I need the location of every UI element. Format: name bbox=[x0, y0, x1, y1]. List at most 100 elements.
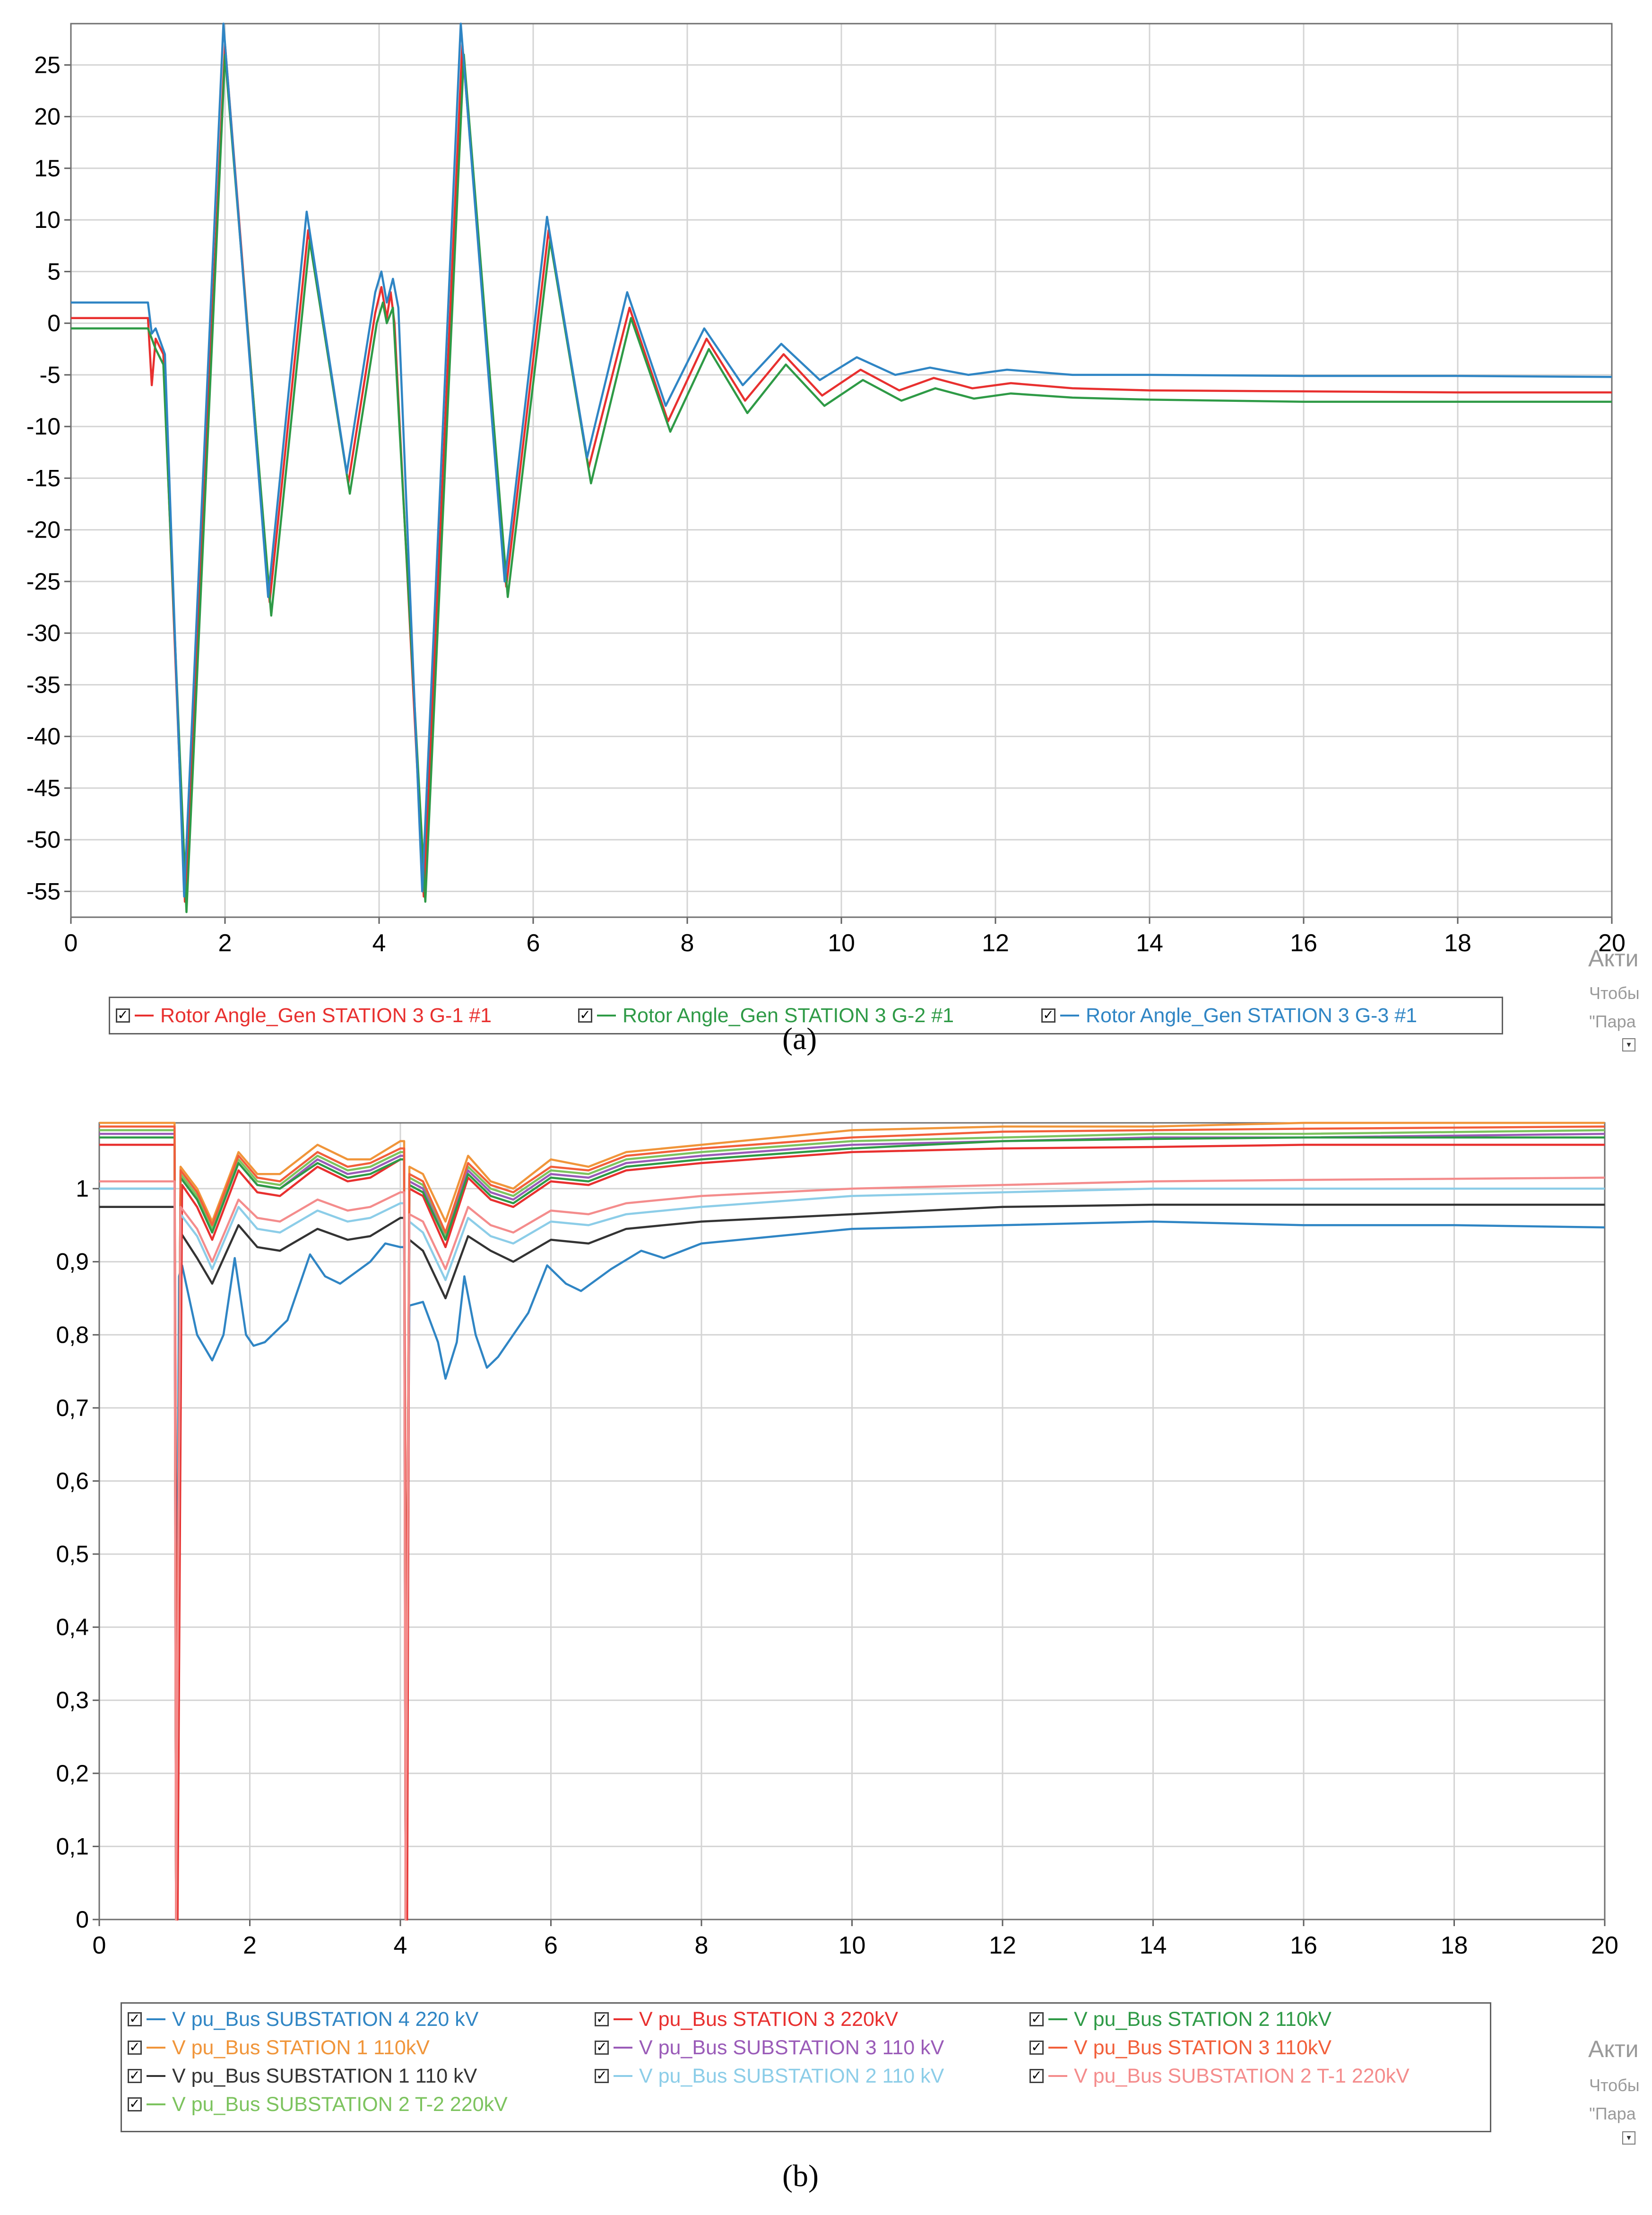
legend-checkbox[interactable]: ✓ bbox=[128, 2012, 142, 2026]
y-tick-label: -10 bbox=[26, 413, 61, 440]
legend-label: V pu_Bus STATION 1 110kV bbox=[172, 2036, 430, 2059]
legend-swatch bbox=[1060, 1014, 1079, 1016]
panel-b: 0 2 4 6 8 10 12 14 16 18 20 1 0,9 0,8 0,7 0,6 0,5 0,4 0,3 0… bbox=[0, 1076, 1652, 2215]
y-tick-label: 0,5 bbox=[56, 1541, 89, 1567]
y-tick-label: -15 bbox=[26, 465, 61, 491]
legend-label: Rotor Angle_Gen STATION 3 G-1 #1 bbox=[160, 1004, 492, 1027]
legend-checkbox[interactable]: ✓ bbox=[595, 2040, 609, 2055]
y-tick-label: 0 bbox=[76, 1906, 89, 1933]
legend-label: V pu_Bus STATION 3 220kV bbox=[639, 2008, 899, 2031]
series-line-10 bbox=[99, 1176, 1605, 1921]
legend-item-1[interactable]: ✓ V pu_Bus SUBSTATION 4 220 kV bbox=[128, 2007, 478, 2031]
plot-frame bbox=[70, 23, 1613, 918]
y-tick-label: 0,4 bbox=[56, 1614, 89, 1641]
legend-swatch bbox=[1048, 2046, 1067, 2049]
legend-label: V pu_Bus STATION 3 110kV bbox=[1074, 2036, 1332, 2059]
x-tick-label: 0 bbox=[93, 1932, 106, 1959]
legend-checkbox[interactable]: ✓ bbox=[128, 2068, 142, 2083]
dropdown-icon[interactable]: ▾ bbox=[1622, 2131, 1635, 2145]
legend-checkbox[interactable]: ✓ bbox=[595, 2012, 609, 2026]
x-tick-label: 16 bbox=[1290, 1932, 1317, 1959]
x-tick-label: 10 bbox=[828, 929, 855, 957]
side-text-line2: Чтобы bbox=[1589, 2076, 1640, 2095]
y-tick-label: 15 bbox=[34, 155, 61, 182]
legend-checkbox[interactable]: ✓ bbox=[595, 2068, 609, 2083]
legend-label: V pu_Bus SUBSTATION 3 110 kV bbox=[639, 2036, 944, 2059]
legend-label: V pu_Bus SUBSTATION 2 T-2 220kV bbox=[172, 2093, 508, 2116]
plot-area: 0 2 4 6 8 10 12 14 16 18 20 25 20 15 10 5 0 -5 -10 -15 -20 -2… bbox=[26, 22, 1626, 957]
y-tick-label: 0,6 bbox=[56, 1468, 89, 1494]
legend-checkbox[interactable]: ✓ bbox=[578, 1008, 592, 1023]
legend-checkbox[interactable]: ✓ bbox=[1029, 2012, 1044, 2026]
y-tick-label: 0,7 bbox=[56, 1395, 89, 1421]
legend-item-2[interactable]: ✓ V pu_Bus STATION 1 110kV bbox=[128, 2036, 430, 2059]
y-tick-label: 25 bbox=[34, 52, 61, 78]
x-tick-label: 0 bbox=[64, 929, 78, 957]
legend-swatch bbox=[135, 1014, 154, 1016]
x-tick-label: 6 bbox=[527, 929, 540, 957]
legend-label: Rotor Angle_Gen STATION 3 G-2 #1 bbox=[623, 1004, 954, 1027]
y-tick-label: -20 bbox=[26, 517, 61, 543]
y-tick-label: 0 bbox=[47, 310, 61, 337]
legend-item-2[interactable]: ✓ Rotor Angle_Gen STATION 3 G-2 #1 bbox=[578, 1004, 954, 1027]
legend-swatch bbox=[597, 1014, 616, 1016]
legend-swatch bbox=[614, 2075, 632, 2077]
x-tick-label: 8 bbox=[681, 929, 694, 957]
dropdown-icon[interactable]: ▾ bbox=[1622, 1038, 1635, 1051]
legend-item-8[interactable]: ✓ V pu_Bus STATION 2 110kV bbox=[1029, 2007, 1332, 2031]
y-tick-label: -30 bbox=[26, 620, 61, 646]
legend-swatch bbox=[614, 2046, 632, 2049]
chart-a: 0 2 4 6 8 10 12 14 16 18 20 25 20 15 10 5 0 -5 -10 -15 -20 -2… bbox=[26, 22, 1626, 957]
plot-frame bbox=[98, 1122, 1606, 1920]
legend-item-7[interactable]: ✓ V pu_Bus SUBSTATION 2 110 kV bbox=[595, 2064, 944, 2088]
legend-item-10[interactable]: ✓ V pu_Bus SUBSTATION 2 T-1 220kV bbox=[1029, 2064, 1410, 2088]
y-tick-label: 10 bbox=[34, 207, 61, 233]
legend-item-5[interactable]: ✓ V pu_Bus STATION 3 220kV bbox=[595, 2007, 898, 2031]
y-tick-label: -45 bbox=[26, 775, 61, 801]
x-tick-label: 10 bbox=[839, 1932, 866, 1959]
x-tick-label: 6 bbox=[544, 1932, 558, 1959]
caption-b: (b) bbox=[782, 2159, 819, 2193]
x-tick-label: 4 bbox=[394, 1932, 407, 1959]
legend-checkbox[interactable]: ✓ bbox=[128, 2040, 142, 2055]
legend-swatch bbox=[1048, 2075, 1067, 2077]
y-tick-label: 0,8 bbox=[56, 1321, 89, 1348]
y-tick-label: -55 bbox=[26, 878, 61, 904]
x-tick-label: 8 bbox=[695, 1932, 709, 1959]
legend-checkbox[interactable]: ✓ bbox=[116, 1008, 130, 1023]
plot-area: 0 2 4 6 8 10 12 14 16 18 20 1 0,9 0,8 0,7 0,6 0,5 0,4 0,3 0… bbox=[56, 1121, 1618, 1959]
legend-item-3[interactable]: ✓ Rotor Angle_Gen STATION 3 G-3 #1 bbox=[1041, 1004, 1417, 1027]
legend-label: Rotor Angle_Gen STATION 3 G-3 #1 bbox=[1086, 1004, 1418, 1027]
legend-item-3[interactable]: ✓ V pu_Bus SUBSTATION 1 110 kV bbox=[128, 2064, 477, 2088]
legend-label: V pu_Bus SUBSTATION 1 110 kV bbox=[172, 2065, 477, 2087]
y-tick-label: -35 bbox=[26, 671, 61, 698]
legend-checkbox[interactable]: ✓ bbox=[128, 2097, 142, 2111]
y-tick-label: 1 bbox=[76, 1175, 89, 1202]
y-tick-label: 0,1 bbox=[56, 1833, 89, 1859]
x-tick-label: 20 bbox=[1591, 1932, 1618, 1959]
legend-item-1[interactable]: ✓ Rotor Angle_Gen STATION 3 G-1 #1 bbox=[116, 1004, 492, 1027]
y-tick-label: -25 bbox=[26, 568, 61, 595]
legend-label: V pu_Bus SUBSTATION 4 220 kV bbox=[172, 2008, 479, 2031]
legend-checkbox[interactable]: ✓ bbox=[1029, 2040, 1044, 2055]
legend-item-4[interactable]: ✓ V pu_Bus SUBSTATION 2 T-2 220kV bbox=[128, 2093, 508, 2116]
side-text-line1: Акти bbox=[1588, 2036, 1639, 2062]
legend-item-9[interactable]: ✓ V pu_Bus STATION 3 110kV bbox=[1029, 2036, 1332, 2059]
legend-item-6[interactable]: ✓ V pu_Bus SUBSTATION 3 110 kV bbox=[595, 2036, 944, 2059]
side-text-line1: Акти bbox=[1588, 945, 1639, 972]
legend-checkbox[interactable]: ✓ bbox=[1041, 1008, 1055, 1023]
y-tick-label: -40 bbox=[26, 723, 61, 750]
x-tick-label: 2 bbox=[218, 929, 232, 957]
legend-swatch bbox=[147, 2046, 165, 2049]
y-tick-label: 0,3 bbox=[56, 1687, 89, 1713]
side-text-line3: "Пара bbox=[1589, 1012, 1636, 1031]
y-tick-label: -50 bbox=[26, 826, 61, 853]
x-tick-label: 20 bbox=[1598, 929, 1626, 957]
x-tick-label: 14 bbox=[1136, 929, 1163, 957]
y-tick-label: 0,2 bbox=[56, 1760, 89, 1787]
caption-a: (a) bbox=[782, 1022, 817, 1056]
side-text-line3: "Пара bbox=[1589, 2104, 1636, 2123]
y-tick-label: 5 bbox=[47, 258, 61, 285]
legend-checkbox[interactable]: ✓ bbox=[1029, 2068, 1044, 2083]
x-tick-label: 16 bbox=[1290, 929, 1317, 957]
